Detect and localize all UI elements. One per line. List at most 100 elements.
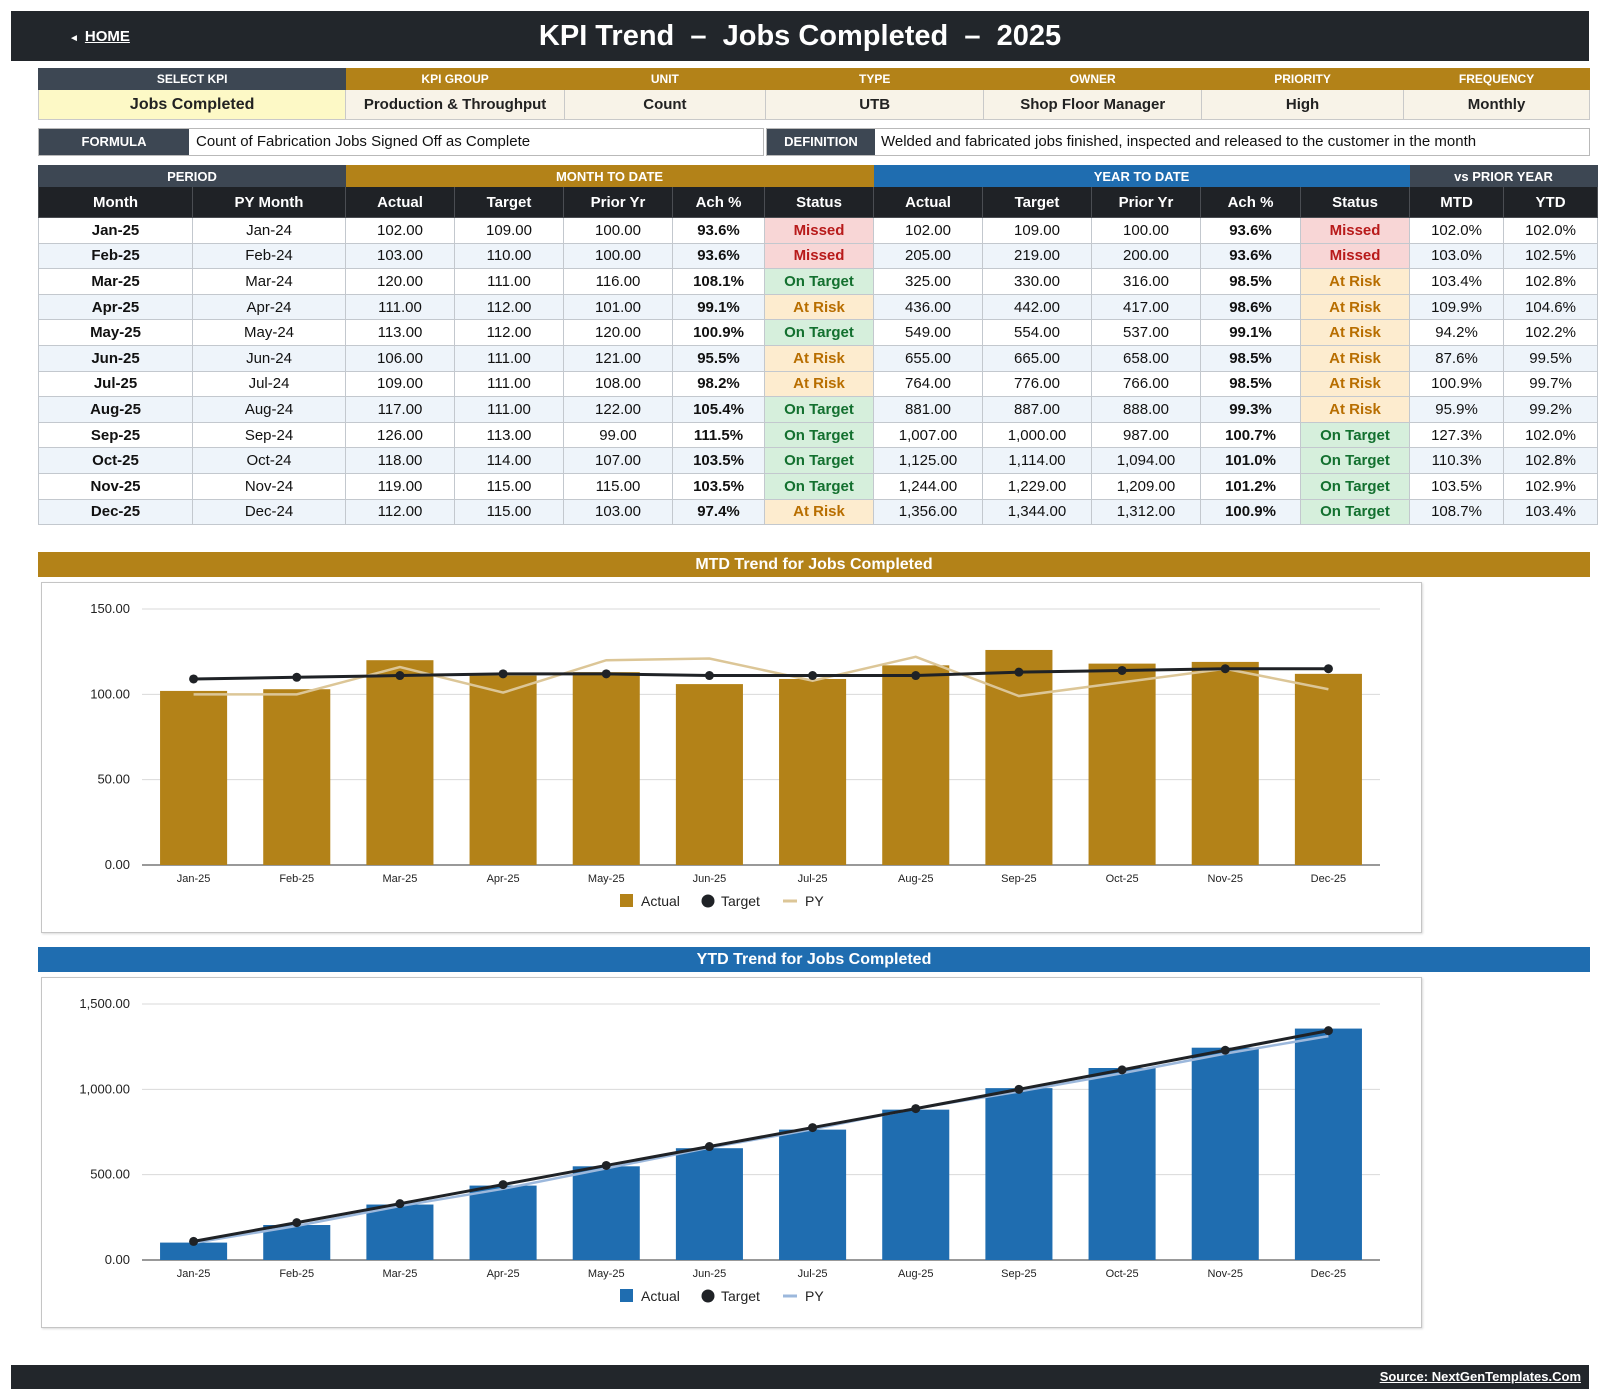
x-tick-label: Jan-25 <box>177 873 211 885</box>
bar-actual <box>366 660 434 865</box>
table-cell: 102.00 <box>873 217 983 244</box>
table-cell: 100.9% <box>1409 370 1505 398</box>
bar-actual <box>675 1148 743 1260</box>
point-target <box>395 671 405 681</box>
y-tick-label: 150.00 <box>90 601 130 616</box>
table-cell: 102.00 <box>345 217 455 244</box>
bar-actual <box>160 1242 228 1260</box>
table-cell: Oct-25 <box>38 447 193 474</box>
point-target <box>1014 1084 1024 1094</box>
table-cell: 95.9% <box>1409 396 1505 423</box>
table-row: Dec-25 Dec-24 112.00 115.00 103.00 97.4% At Ri… <box>38 498 1599 526</box>
bar-actual <box>1294 1028 1362 1260</box>
bar-actual <box>985 649 1053 865</box>
table-cell: 102.0% <box>1503 217 1599 244</box>
table-cell: 112.00 <box>454 293 564 321</box>
unit-header: UNIT <box>563 68 766 90</box>
point-target <box>704 1142 714 1152</box>
frequency-header: FREQUENCY <box>1403 68 1590 90</box>
mtd-group-header: MONTH TO DATE <box>345 165 874 187</box>
table-cell: May-24 <box>192 319 346 346</box>
column-header: Status <box>764 186 874 218</box>
table-cell: 103.5% <box>672 472 765 500</box>
x-tick-label: May-25 <box>588 1268 625 1280</box>
table-cell: 99.1% <box>1200 319 1301 346</box>
table-row: Nov-25 Nov-24 119.00 115.00 115.00 103.5% On T… <box>38 472 1599 500</box>
table-cell: 111.00 <box>345 293 455 321</box>
home-link[interactable]: ◄ HOME <box>69 28 130 45</box>
table-cell: 111.00 <box>454 396 564 423</box>
status-badge: On Target <box>764 447 874 474</box>
table-cell: 115.00 <box>563 472 673 500</box>
ytd-chart-title: YTD Trend for Jobs Completed <box>38 947 1590 972</box>
legend-swatch-target <box>701 894 715 908</box>
table-row: Jun-25 Jun-24 106.00 111.00 121.00 95.5% At Ri… <box>38 344 1599 372</box>
table-cell: 109.00 <box>345 370 455 398</box>
definition-text: Welded and fabricated jobs finished, ins… <box>881 133 1477 150</box>
table-cell: 442.00 <box>982 293 1092 321</box>
status-badge: Missed <box>764 217 874 244</box>
table-cell: Feb-25 <box>38 242 193 270</box>
table-cell: Jul-24 <box>192 370 346 398</box>
source-link[interactable]: Source: NextGenTemplates.Com <box>1379 1369 1581 1384</box>
y-tick-label: 1,000.00 <box>79 1081 130 1096</box>
bar-actual <box>263 689 331 865</box>
priority-value: High <box>1200 89 1405 120</box>
column-header: Prior Yr <box>563 186 673 218</box>
table-row: Mar-25 Mar-24 120.00 111.00 116.00 108.1% On T… <box>38 268 1599 295</box>
legend-swatch-actual <box>620 1289 633 1302</box>
table-cell: 316.00 <box>1091 268 1201 295</box>
kpi-group-value: Production & Throughput <box>345 89 565 120</box>
column-header: Month <box>38 186 193 218</box>
definition-label: DEFINITION <box>767 129 875 155</box>
point-target <box>1014 667 1024 677</box>
table-cell: 102.9% <box>1503 472 1599 500</box>
table-cell: 105.4% <box>672 396 765 423</box>
select-kpi-dropdown[interactable]: Jobs Completed <box>37 89 347 120</box>
bar-actual <box>882 1109 950 1260</box>
table-cell: Jun-24 <box>192 344 346 372</box>
table-cell: 102.8% <box>1503 268 1599 295</box>
table-cell: 554.00 <box>982 319 1092 346</box>
table-cell: 113.00 <box>454 421 564 449</box>
point-target <box>1220 664 1230 674</box>
status-badge: On Target <box>1299 421 1411 449</box>
point-target <box>1117 665 1127 675</box>
status-badge: At Risk <box>764 370 874 398</box>
table-cell: 1,244.00 <box>873 472 983 500</box>
table-cell: 121.00 <box>563 344 673 372</box>
bar-actual <box>572 672 640 865</box>
bar-actual <box>882 665 950 865</box>
table-cell: 126.00 <box>345 421 455 449</box>
table-cell: 325.00 <box>873 268 983 295</box>
table-cell: 97.4% <box>672 498 765 526</box>
x-tick-label: Oct-25 <box>1106 873 1139 885</box>
table-cell: Nov-24 <box>192 472 346 500</box>
column-header: MTD <box>1409 186 1505 218</box>
table-cell: 101.0% <box>1200 447 1301 474</box>
table-cell: 111.5% <box>672 421 765 449</box>
table-cell: 205.00 <box>873 242 983 270</box>
table-cell: 114.00 <box>454 447 564 474</box>
table-cell: 98.2% <box>672 370 765 398</box>
table-cell: 111.00 <box>454 370 564 398</box>
table-cell: 1,209.00 <box>1091 472 1201 500</box>
table-cell: Feb-24 <box>192 242 346 270</box>
table-cell: 436.00 <box>873 293 983 321</box>
x-tick-label: Jul-25 <box>798 1268 828 1280</box>
point-target <box>601 1160 611 1170</box>
table-cell: 94.2% <box>1409 319 1505 346</box>
table-cell: 103.4% <box>1409 268 1505 295</box>
point-target <box>292 672 302 682</box>
point-target <box>189 1236 199 1246</box>
table-cell: Jul-25 <box>38 370 193 398</box>
frequency-value: Monthly <box>1403 89 1590 120</box>
table-cell: 103.00 <box>563 498 673 526</box>
legend-label-target: Target <box>721 1288 760 1304</box>
column-header: Status <box>1299 186 1411 218</box>
x-tick-label: May-25 <box>588 873 625 885</box>
table-cell: 103.5% <box>1409 472 1505 500</box>
table-cell: 100.9% <box>1200 498 1301 526</box>
x-tick-label: Mar-25 <box>382 873 417 885</box>
x-tick-label: Sep-25 <box>1001 1268 1036 1280</box>
